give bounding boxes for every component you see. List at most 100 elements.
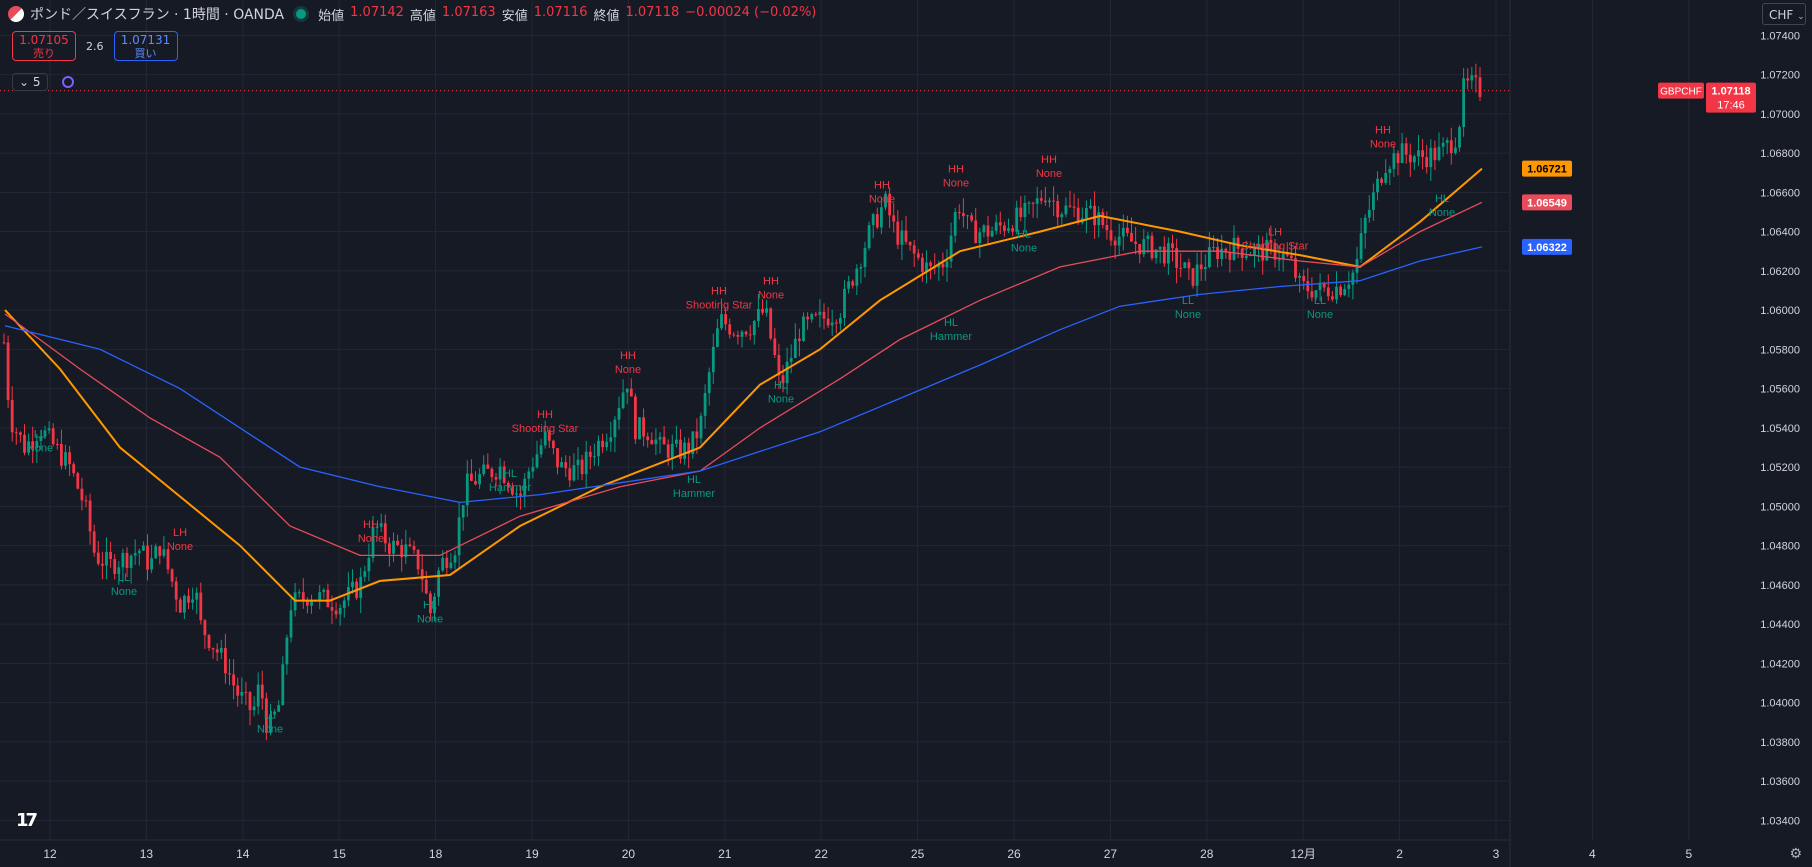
candle-body (19, 432, 22, 435)
candle-body (1044, 200, 1047, 203)
swing-label: LL (1314, 295, 1326, 307)
currency-select[interactable]: CHF ⌄ (1762, 3, 1806, 25)
candle-body (1232, 237, 1236, 260)
candle-body (834, 322, 838, 324)
candle-body (1138, 243, 1142, 255)
candle-body (1429, 147, 1433, 168)
candle-body (1421, 150, 1424, 157)
candle-body (236, 685, 240, 696)
pattern-label: Shooting Star (686, 299, 753, 311)
candle-body (1261, 243, 1265, 261)
candle-body (265, 698, 268, 733)
open-value: 1.07142 (350, 4, 404, 20)
candle-body (1015, 207, 1019, 232)
candle-body (1117, 236, 1121, 246)
candle-body (453, 555, 457, 563)
candle-body (683, 442, 686, 459)
candle-body (830, 322, 834, 326)
buy-price: 1.07131 (120, 33, 171, 47)
candle-body (572, 465, 576, 481)
candle-body (470, 473, 473, 481)
swing-label: LH (1268, 227, 1282, 239)
swing-label: LL (1182, 295, 1194, 307)
candle-body (621, 392, 625, 408)
candle-body (215, 649, 219, 653)
gear-icon[interactable]: ⚙ (1789, 846, 1802, 862)
candle-body (1150, 235, 1154, 259)
candle-body (322, 589, 326, 593)
candle-body (1076, 207, 1080, 223)
candle-body (580, 459, 584, 475)
candle-body (949, 235, 953, 262)
candle-body (248, 692, 252, 711)
candle-body (785, 361, 789, 384)
candle-body (769, 308, 773, 339)
candle-body (1244, 255, 1248, 258)
candle-body (752, 321, 756, 336)
candle-body (318, 592, 322, 601)
candle-body (1339, 286, 1342, 296)
candle-body (806, 316, 809, 320)
sell-button[interactable]: 1.07105 売り (12, 31, 76, 61)
candle-body (1011, 228, 1014, 232)
y-tick-label: 1.06000 (1760, 305, 1800, 317)
candle-body (269, 714, 272, 733)
y-tick-label: 1.04200 (1760, 658, 1800, 670)
candle-body (1302, 275, 1306, 282)
candle-body (281, 664, 285, 706)
candle-body (1142, 239, 1146, 255)
candle-body (256, 684, 260, 707)
candle-body (736, 334, 740, 337)
candle-body (568, 468, 572, 481)
candle-body (68, 452, 71, 465)
candle-body (912, 245, 916, 254)
symbol-title[interactable]: ポンド／スイスフラン · 1時間 · OANDA (30, 7, 285, 23)
open-label: 始値 (318, 8, 345, 24)
y-tick-label: 1.04600 (1760, 580, 1800, 592)
sell-label: 売り (33, 47, 55, 60)
candle-body (457, 517, 461, 556)
candle-body (757, 308, 760, 322)
candle-body (80, 488, 84, 501)
candle-body (679, 439, 682, 459)
candle-body (166, 549, 170, 570)
candle-body (494, 477, 498, 480)
buy-button[interactable]: 1.07131 買い (113, 31, 178, 61)
high-label: 高値 (409, 8, 436, 24)
candle-body (966, 215, 969, 217)
candle-body (285, 637, 289, 665)
candle-body (781, 375, 785, 384)
candle-body (170, 569, 174, 582)
candle-body (519, 493, 522, 496)
candle-body (1466, 78, 1470, 81)
candle-body (1372, 192, 1375, 210)
candle-body (1072, 206, 1076, 208)
candle-body (84, 500, 88, 502)
candle-body (424, 579, 428, 594)
candle-body (867, 225, 871, 249)
close-label: 終値 (593, 8, 620, 24)
candle-body (941, 263, 945, 268)
candle-body (2, 342, 6, 344)
x-tick-label: 22 (815, 847, 829, 861)
candle-body (1396, 153, 1400, 164)
swing-label: HH (620, 350, 636, 362)
candle-body (798, 338, 801, 342)
candle-body (634, 396, 637, 440)
candle-body (670, 443, 674, 458)
candle-body (703, 393, 707, 416)
candle-body (974, 220, 978, 244)
candle-body (211, 648, 215, 650)
candle-body (531, 467, 535, 472)
candle-body (1351, 272, 1355, 285)
candle-body (1162, 246, 1166, 264)
candle-body (687, 442, 691, 454)
candle-body (576, 459, 580, 466)
candle-body (1220, 248, 1224, 260)
candle-body (617, 407, 621, 420)
candle-body (359, 576, 363, 598)
candle-body (158, 546, 162, 556)
indicator-toggle-button[interactable]: ⌄ 5 (12, 73, 48, 91)
candle-body (588, 451, 592, 457)
